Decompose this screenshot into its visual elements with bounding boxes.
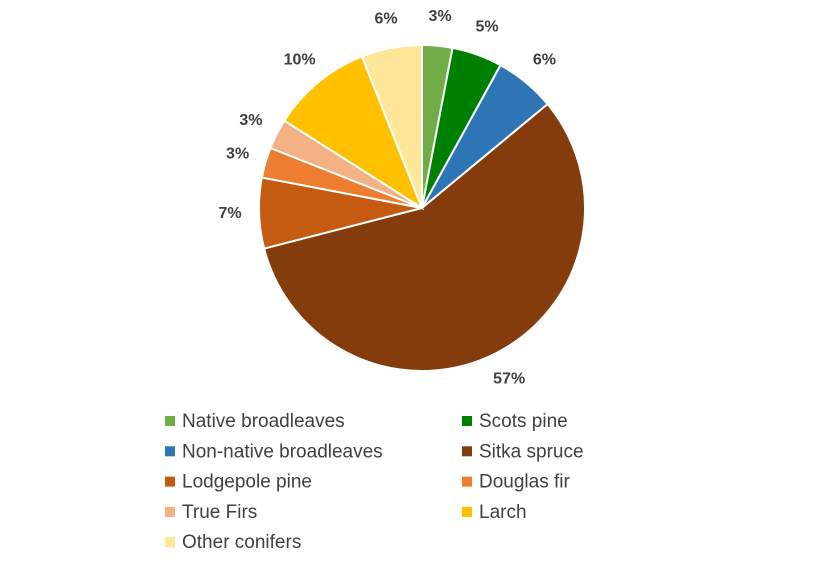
data-label: 5%	[475, 19, 498, 36]
legend-label: Native broadleaves	[182, 411, 345, 432]
legend-swatch	[462, 506, 472, 517]
legend-swatch	[462, 446, 472, 457]
legend-label: Non-native broadleaves	[182, 441, 383, 462]
legend-swatch	[165, 446, 175, 457]
legend-label: Other conifers	[182, 532, 301, 553]
data-label: 57%	[493, 370, 525, 387]
pie-slice	[262, 102, 586, 372]
data-label: 6%	[374, 11, 397, 28]
legend-swatch	[165, 476, 175, 487]
legend-swatch	[165, 537, 175, 548]
legend-label: Sitka spruce	[479, 441, 584, 462]
data-label: 10%	[284, 51, 316, 68]
legend-swatch	[462, 476, 472, 487]
data-label: 6%	[533, 51, 556, 68]
pie-slice	[282, 55, 425, 211]
data-label: 3%	[226, 146, 249, 163]
data-label: 3%	[239, 112, 262, 129]
legend-label: Lodgepole pine	[182, 472, 312, 493]
legend-swatch	[462, 416, 472, 426]
legend-label: Larch	[479, 502, 527, 523]
legend-label: Douglas fir	[479, 472, 570, 493]
legend-swatch	[165, 416, 175, 426]
data-label: 3%	[429, 8, 452, 25]
pie-slice	[360, 43, 423, 209]
legend-swatch	[165, 506, 175, 517]
data-label: 7%	[219, 205, 242, 222]
legend-label: True Firs	[182, 502, 257, 523]
legend-label: Scots pine	[479, 411, 568, 432]
